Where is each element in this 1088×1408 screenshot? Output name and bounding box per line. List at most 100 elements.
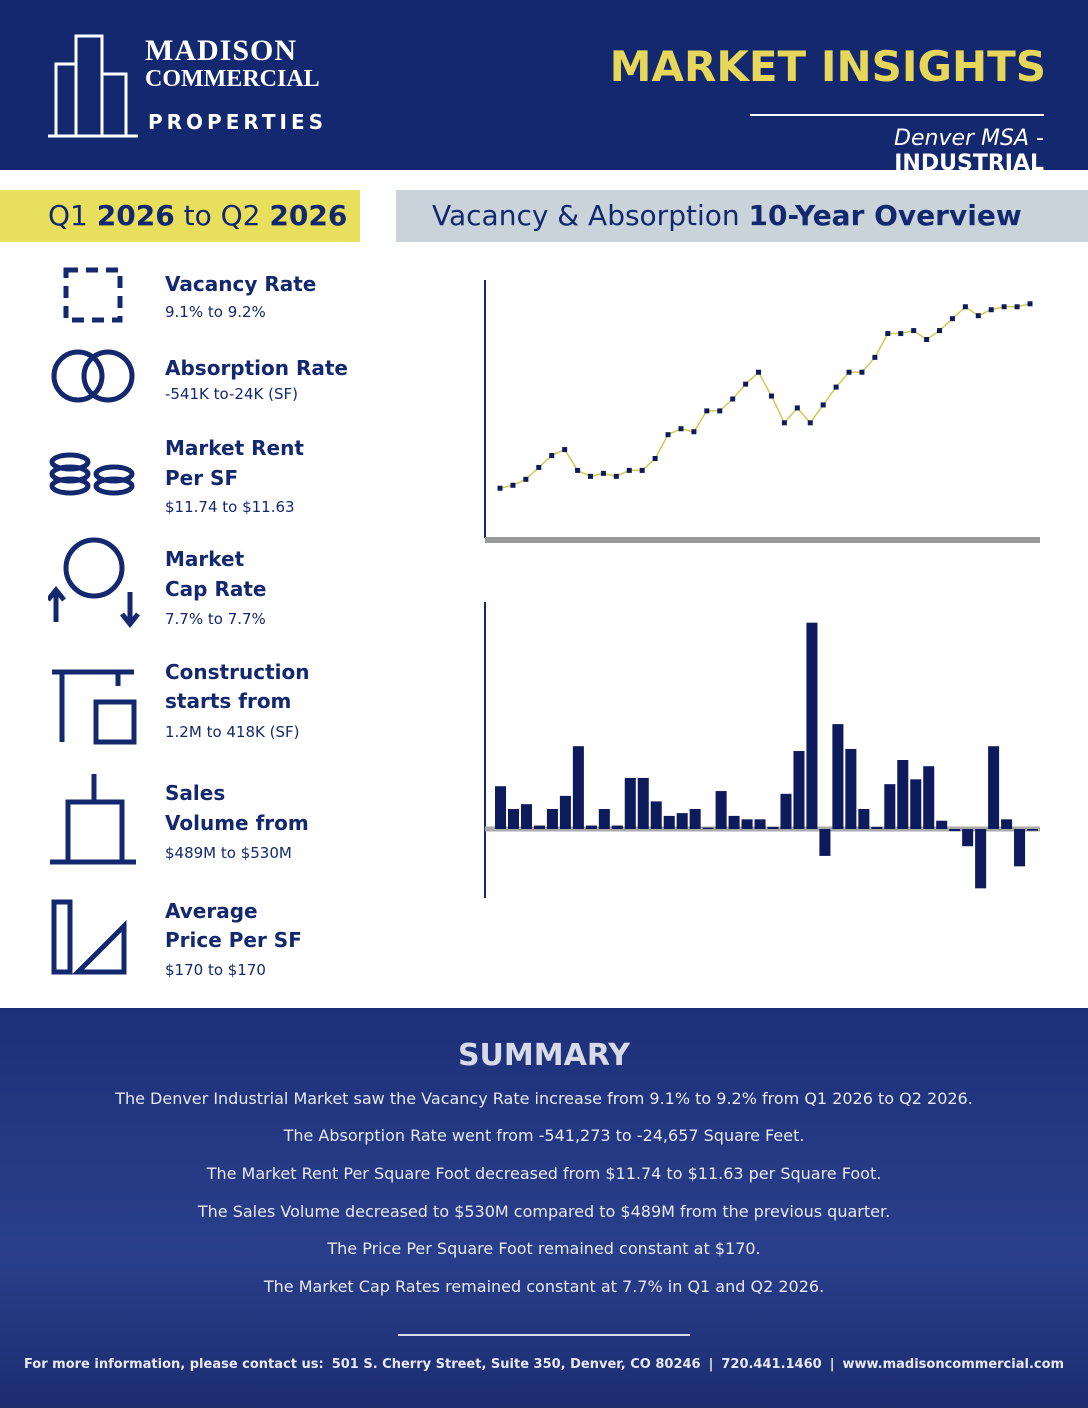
bar (1001, 819, 1013, 829)
metric-value: $170 to $170 (165, 961, 266, 979)
metric-title: Vacancy Rate (165, 272, 317, 296)
bar (949, 829, 961, 832)
bar (689, 808, 701, 829)
summary-line: The Market Rent Per Square Foot decrease… (206, 1164, 882, 1183)
marker (704, 408, 710, 414)
bar (728, 815, 740, 829)
marker (1001, 304, 1007, 310)
marker (756, 369, 762, 375)
bar (897, 760, 909, 829)
marker (820, 402, 826, 408)
bar (741, 819, 753, 829)
metric-title: Cap Rate (165, 577, 267, 601)
marker (898, 331, 904, 337)
marker (691, 429, 697, 435)
marker (1027, 301, 1033, 307)
bar (767, 826, 779, 829)
marker (962, 304, 968, 310)
marker (717, 408, 723, 414)
marker (975, 313, 981, 319)
metric-title: Sales (165, 781, 226, 805)
bar (663, 815, 675, 829)
sector: INDUSTRIAL (894, 151, 1044, 176)
bar (1014, 829, 1026, 867)
bar (884, 784, 896, 829)
summary-band (0, 1008, 1088, 1408)
metric-icons (48, 267, 140, 975)
marker (1014, 304, 1020, 310)
bar (585, 825, 597, 829)
bar (637, 777, 649, 829)
summary-line: The Market Cap Rates remained constant a… (263, 1277, 825, 1296)
marker (626, 467, 632, 473)
bar (611, 825, 623, 829)
metric-title: Market (165, 547, 245, 571)
bar (832, 724, 844, 829)
marker (730, 396, 736, 402)
charts (484, 280, 1040, 898)
title-part: Vacancy & Absorption (432, 199, 740, 232)
marker (613, 473, 619, 479)
bar (819, 829, 831, 856)
marker (781, 420, 787, 426)
marker (549, 453, 555, 459)
metric-title: Average (165, 899, 258, 923)
metric-title: Per SF (165, 466, 239, 490)
metric-value: 7.7% to 7.7% (165, 610, 266, 628)
period-year: 2026 (96, 199, 175, 232)
bar (780, 793, 792, 829)
bar (507, 808, 520, 829)
metric-title: starts from (165, 689, 292, 713)
bar (495, 786, 507, 829)
footer-address: 501 S. Cherry Street, Suite 350, Denver,… (331, 1357, 701, 1372)
marker (639, 467, 645, 473)
bar (871, 826, 883, 829)
marker (523, 476, 529, 482)
bar (624, 777, 636, 829)
line (499, 303, 1031, 489)
marker (665, 432, 671, 438)
header-band: MADISON COMMERCIAL PROPERTIES MARKET INS… (0, 0, 1088, 176)
bar (546, 808, 558, 829)
marker (937, 328, 943, 334)
market: Denver MSA (894, 126, 1030, 151)
bar (572, 746, 584, 829)
bar (676, 813, 688, 829)
metric-title: Volume from (165, 811, 309, 835)
marker (575, 467, 581, 473)
bar (715, 791, 727, 829)
period-year: 2026 (269, 199, 348, 232)
bar (936, 820, 948, 829)
logo-icon (48, 34, 138, 138)
footer: For more information, please contact us:… (0, 1357, 1088, 1372)
bar (962, 829, 974, 847)
bar (793, 751, 805, 829)
summary-title: SUMMARY (457, 1038, 631, 1073)
footer-separator: | (829, 1357, 835, 1372)
period-band: Q1 2026 to Q2 2026 (0, 190, 360, 242)
footer-website[interactable]: www.madisoncommercial.com (842, 1357, 1065, 1372)
bar (702, 827, 714, 829)
period-text: to (183, 199, 212, 232)
summary-line: The Denver Industrial Market saw the Vac… (115, 1089, 973, 1108)
marker (600, 470, 606, 476)
summary-line: The Absorption Rate went from -541,273 t… (283, 1126, 805, 1145)
metric-value: $11.74 to $11.63 (165, 498, 295, 516)
metric-title: Absorption Rate (165, 356, 348, 380)
footer-separator: | (708, 1357, 714, 1372)
marker (587, 473, 593, 479)
marker (988, 307, 994, 313)
page-title: MARKET INSIGHTS (609, 42, 1046, 91)
marker (510, 482, 516, 488)
bar (1027, 829, 1039, 831)
summary-line: The Sales Volume decreased to $530M comp… (197, 1202, 891, 1221)
footer-phone: 720.441.1460 (721, 1357, 822, 1372)
marker (743, 381, 749, 387)
marker (924, 337, 930, 342)
title-part: 10-Year Overview (748, 199, 1022, 232)
marker (768, 393, 774, 399)
marker (911, 328, 917, 334)
divider (398, 1334, 690, 1336)
logo-text: MADISON (145, 34, 298, 67)
marker (794, 405, 800, 411)
